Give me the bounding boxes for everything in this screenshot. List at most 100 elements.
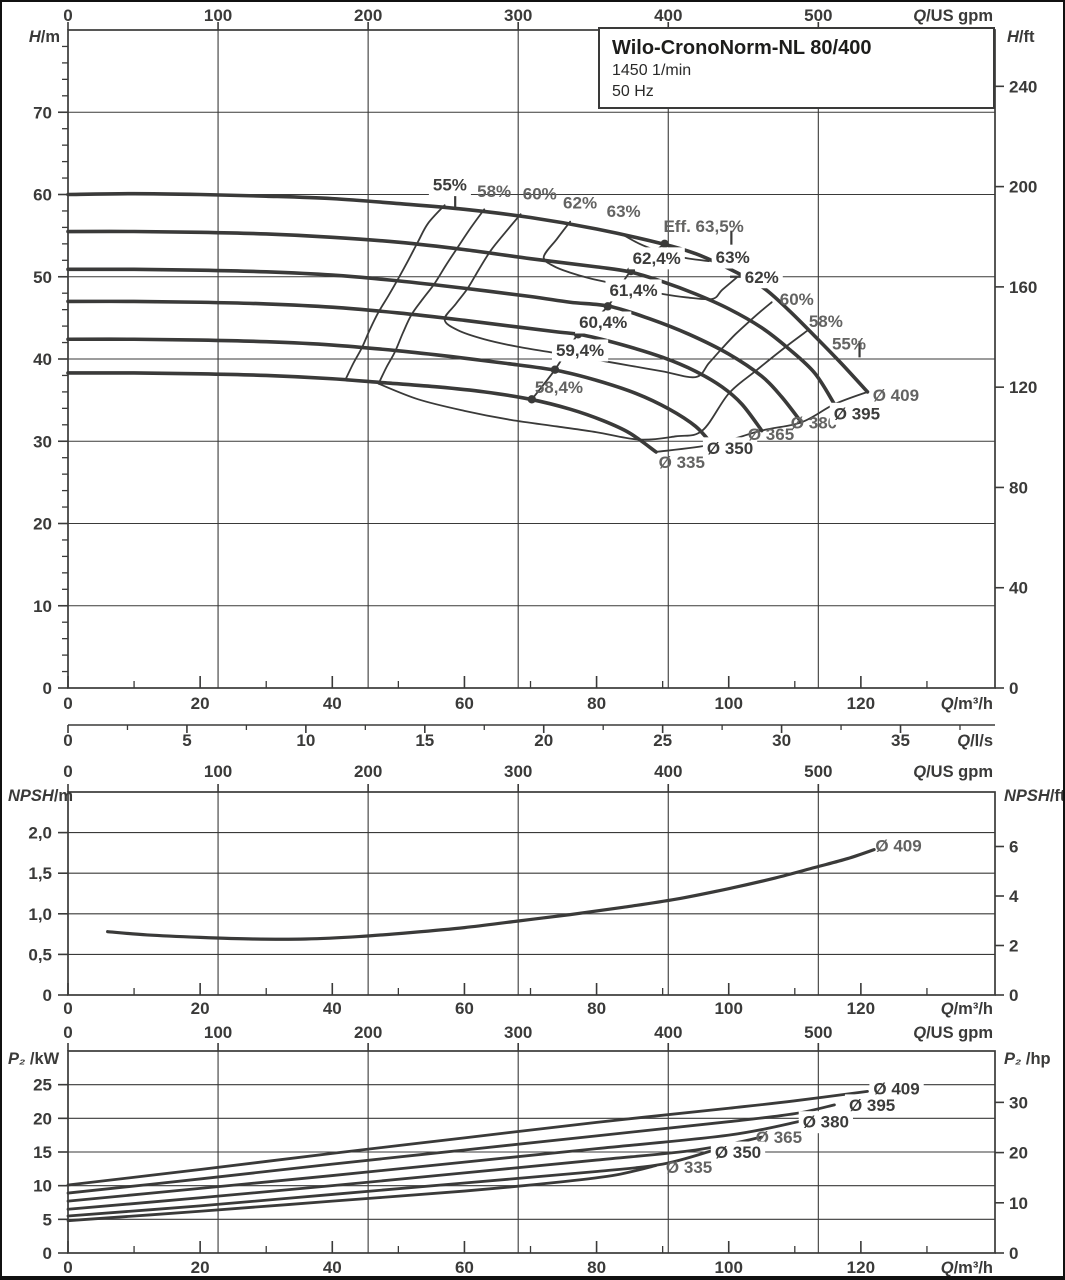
float-axis-tick-label: 35 — [891, 731, 910, 750]
tick-label-top: 500 — [804, 6, 832, 25]
axis-title: H/m — [29, 28, 60, 46]
tick-label-bottom: 0 — [63, 694, 72, 713]
tick-label-top: 200 — [354, 762, 382, 781]
tick-label-bottom: 80 — [587, 1258, 606, 1277]
best-efficiency-dot — [660, 239, 669, 249]
tick-label-right: 120 — [1009, 378, 1037, 397]
axis-title: P₂ /hp — [1004, 1050, 1051, 1068]
curve-Ø 409 — [66, 1090, 869, 1187]
label-box — [702, 437, 758, 460]
tick-label-bottom: 40 — [323, 694, 342, 713]
tick-label-left: 2,0 — [28, 824, 52, 843]
tick-label-top: 300 — [504, 6, 532, 25]
label-box — [605, 279, 662, 302]
tick-label-top: 0 — [63, 1023, 72, 1042]
label-350: Ø 350 — [715, 1143, 761, 1162]
label-335: Ø 335 — [666, 1158, 712, 1177]
curve-Ø 380 — [66, 267, 804, 425]
plot-border — [67, 791, 996, 996]
axis-title: P₂ /kW — [8, 1050, 60, 1068]
tick-label-left: 0 — [43, 1244, 52, 1263]
label-box — [551, 339, 609, 362]
tick-label-bottom: 60 — [455, 1258, 474, 1277]
tick-label-left: 10 — [33, 597, 52, 616]
tick-label-top: 0 — [63, 762, 72, 781]
tick-label-left: 50 — [33, 268, 52, 287]
tick-label-right: 0 — [1009, 1244, 1018, 1263]
tick-label-bottom: 120 — [847, 1258, 875, 1277]
tick-label-left: 20 — [33, 515, 52, 534]
label-eff-63-5: Eff. 63,5% — [663, 217, 743, 236]
label-box — [711, 246, 754, 269]
tick-label-right: 2 — [1009, 937, 1018, 956]
label-box — [428, 174, 471, 197]
tick-label-right: 240 — [1009, 77, 1037, 96]
tick-label-right: 80 — [1009, 478, 1028, 497]
curve-Ø 409 — [66, 191, 870, 394]
float-axis-tick-label: 10 — [296, 731, 315, 750]
axis-title: H/ft — [1007, 28, 1035, 46]
curve-Ø 365 — [66, 1135, 764, 1211]
tick-label-bottom: 60 — [455, 999, 474, 1018]
tick-label-bottom: 100 — [715, 999, 743, 1018]
label-box — [844, 1094, 900, 1117]
tick-label-left: 40 — [33, 350, 52, 369]
tick-label-top: 500 — [804, 762, 832, 781]
float-axis-tick-label: 20 — [534, 731, 553, 750]
tick-label-top: 300 — [504, 762, 532, 781]
tick-label-right: 0 — [1009, 679, 1018, 698]
label-365: Ø 365 — [756, 1128, 802, 1147]
curve-Ø 335 — [66, 371, 658, 454]
label-box — [710, 1141, 766, 1164]
axis-title: Q/US gpm — [913, 763, 993, 781]
label-58: 58% — [477, 182, 511, 201]
pump-speed: 1450 1/min — [612, 62, 692, 79]
tick-label-bottom: 60 — [455, 694, 474, 713]
label-box — [628, 247, 685, 270]
label-58-4: 58,4% — [535, 378, 583, 397]
axis-title: Q/m³/h — [941, 1000, 993, 1018]
float-axis-tick-label: 15 — [415, 731, 434, 750]
contour-eff-55-left — [344, 204, 446, 381]
label-55: 55% — [433, 176, 467, 195]
tick-label-right: 160 — [1009, 278, 1037, 297]
best-efficiency-dot — [550, 365, 560, 374]
tick-label-left: 10 — [33, 1177, 52, 1196]
tick-label-left: 1,5 — [28, 864, 52, 883]
curve-Ø 365 — [66, 299, 764, 433]
tick-label-top: 100 — [204, 762, 232, 781]
tick-label-left: 15 — [33, 1143, 52, 1162]
curve-Ø 380 — [66, 1119, 803, 1203]
tick-label-bottom: 40 — [323, 999, 342, 1018]
label-395: Ø 395 — [849, 1096, 895, 1115]
tick-label-top: 400 — [654, 762, 682, 781]
axis-title: NPSH/ft — [1004, 787, 1065, 805]
label-380: Ø 380 — [791, 413, 837, 432]
tick-label-bottom: 120 — [847, 694, 875, 713]
label-395: Ø 395 — [834, 404, 880, 423]
tick-label-top: 400 — [654, 1023, 682, 1042]
label-60: 60% — [780, 290, 814, 309]
tick-label-bottom: 80 — [587, 694, 606, 713]
tick-label-right: 200 — [1009, 178, 1037, 197]
tick-label-bottom: 20 — [191, 1258, 210, 1277]
label-box — [740, 266, 783, 289]
tick-label-right: 10 — [1009, 1194, 1028, 1213]
tick-label-right: 6 — [1009, 838, 1018, 857]
tick-label-top: 200 — [354, 6, 382, 25]
label-box — [829, 402, 885, 425]
tick-label-top: 400 — [654, 6, 682, 25]
tick-label-left: 20 — [33, 1109, 52, 1128]
tick-label-bottom: 0 — [63, 1258, 72, 1277]
curve-Ø 335 — [66, 1164, 658, 1223]
tick-label-bottom: 100 — [715, 1258, 743, 1277]
label-59-4: 59,4% — [556, 341, 604, 360]
pump-frequency: 50 Hz — [612, 82, 654, 100]
tick-label-left: 25 — [33, 1076, 52, 1095]
label-380: Ø 380 — [803, 1113, 849, 1132]
